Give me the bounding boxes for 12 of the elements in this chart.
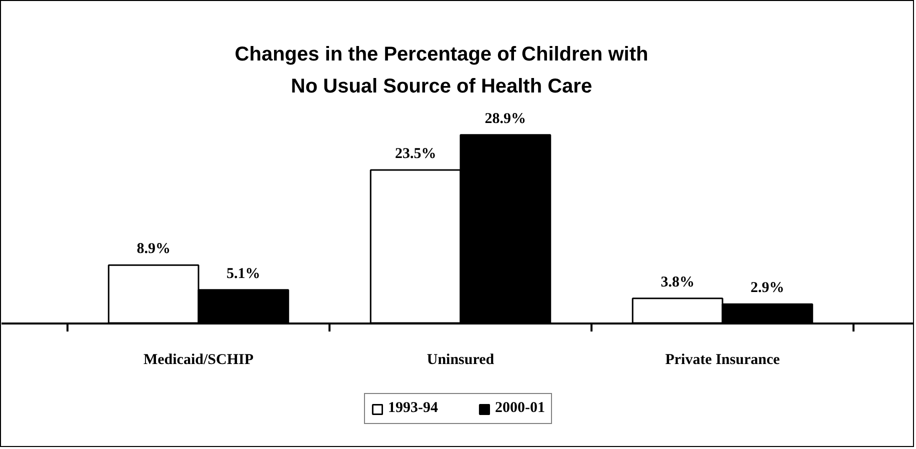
data-label: 5.1% [226, 266, 260, 282]
data-label: 8.9% [136, 241, 170, 258]
legend-label: 1993-94 [388, 400, 438, 417]
x-tick-label: Uninsured [426, 352, 495, 368]
chart-title: Changes in the Percentage of Children with No Usual Source of Health Care [234, 44, 648, 98]
data-label: 2.9% [750, 280, 784, 296]
legend-label: 2000-01 [495, 400, 545, 417]
x-tick-label: Private Insurance [665, 352, 780, 368]
data-label: 28.9% [484, 110, 526, 127]
data-label: 3.8% [660, 274, 694, 290]
data-label: 23.5% [394, 146, 436, 162]
x-tick-label: Medicaid/SCHIP [144, 352, 254, 368]
